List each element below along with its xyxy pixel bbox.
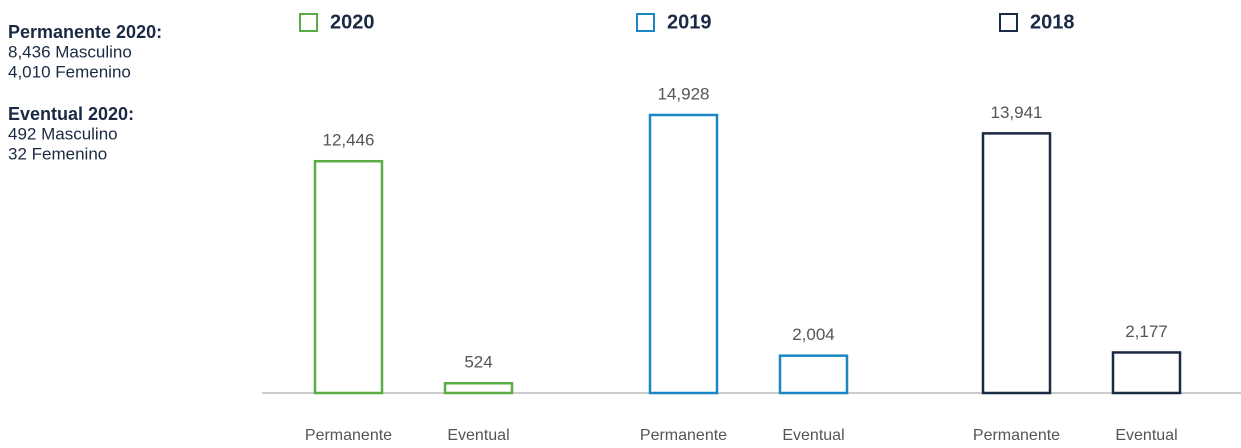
note-line: 8,436 Masculino — [8, 42, 132, 61]
bar — [981, 132, 1052, 395]
legend-swatch — [999, 13, 1018, 32]
value-label: 2,004 — [792, 325, 835, 344]
value-label: 2,177 — [1125, 322, 1168, 341]
bar — [443, 381, 514, 395]
note-title: Eventual 2020: — [8, 104, 134, 124]
note-line: 32 Femenino — [8, 144, 107, 163]
legend-label: 2020 — [330, 11, 375, 33]
x-tick-label: Permanente — [640, 427, 727, 444]
value-label: 14,928 — [658, 84, 710, 103]
legend-label: 2019 — [667, 11, 712, 33]
note-line: 4,010 Femenino — [8, 62, 131, 81]
bar — [313, 159, 384, 395]
value-label: 12,446 — [323, 131, 375, 150]
legend-swatch — [299, 13, 318, 32]
value-label: 524 — [464, 353, 492, 372]
bar — [648, 113, 719, 395]
x-tick-label: Eventual — [782, 427, 844, 444]
bar — [1111, 351, 1182, 395]
x-tick-label: Permanente — [973, 427, 1060, 444]
note-title: Permanente 2020: — [8, 22, 162, 42]
legend-swatch — [636, 13, 655, 32]
x-tick-label: Eventual — [1115, 427, 1177, 444]
legend-label: 2018 — [1030, 11, 1075, 33]
bar — [778, 354, 849, 395]
x-tick-label: Eventual — [447, 427, 509, 444]
x-tick-label: Permanente — [305, 427, 392, 444]
note-line: 492 Masculino — [8, 124, 118, 143]
value-label: 13,941 — [991, 103, 1043, 122]
